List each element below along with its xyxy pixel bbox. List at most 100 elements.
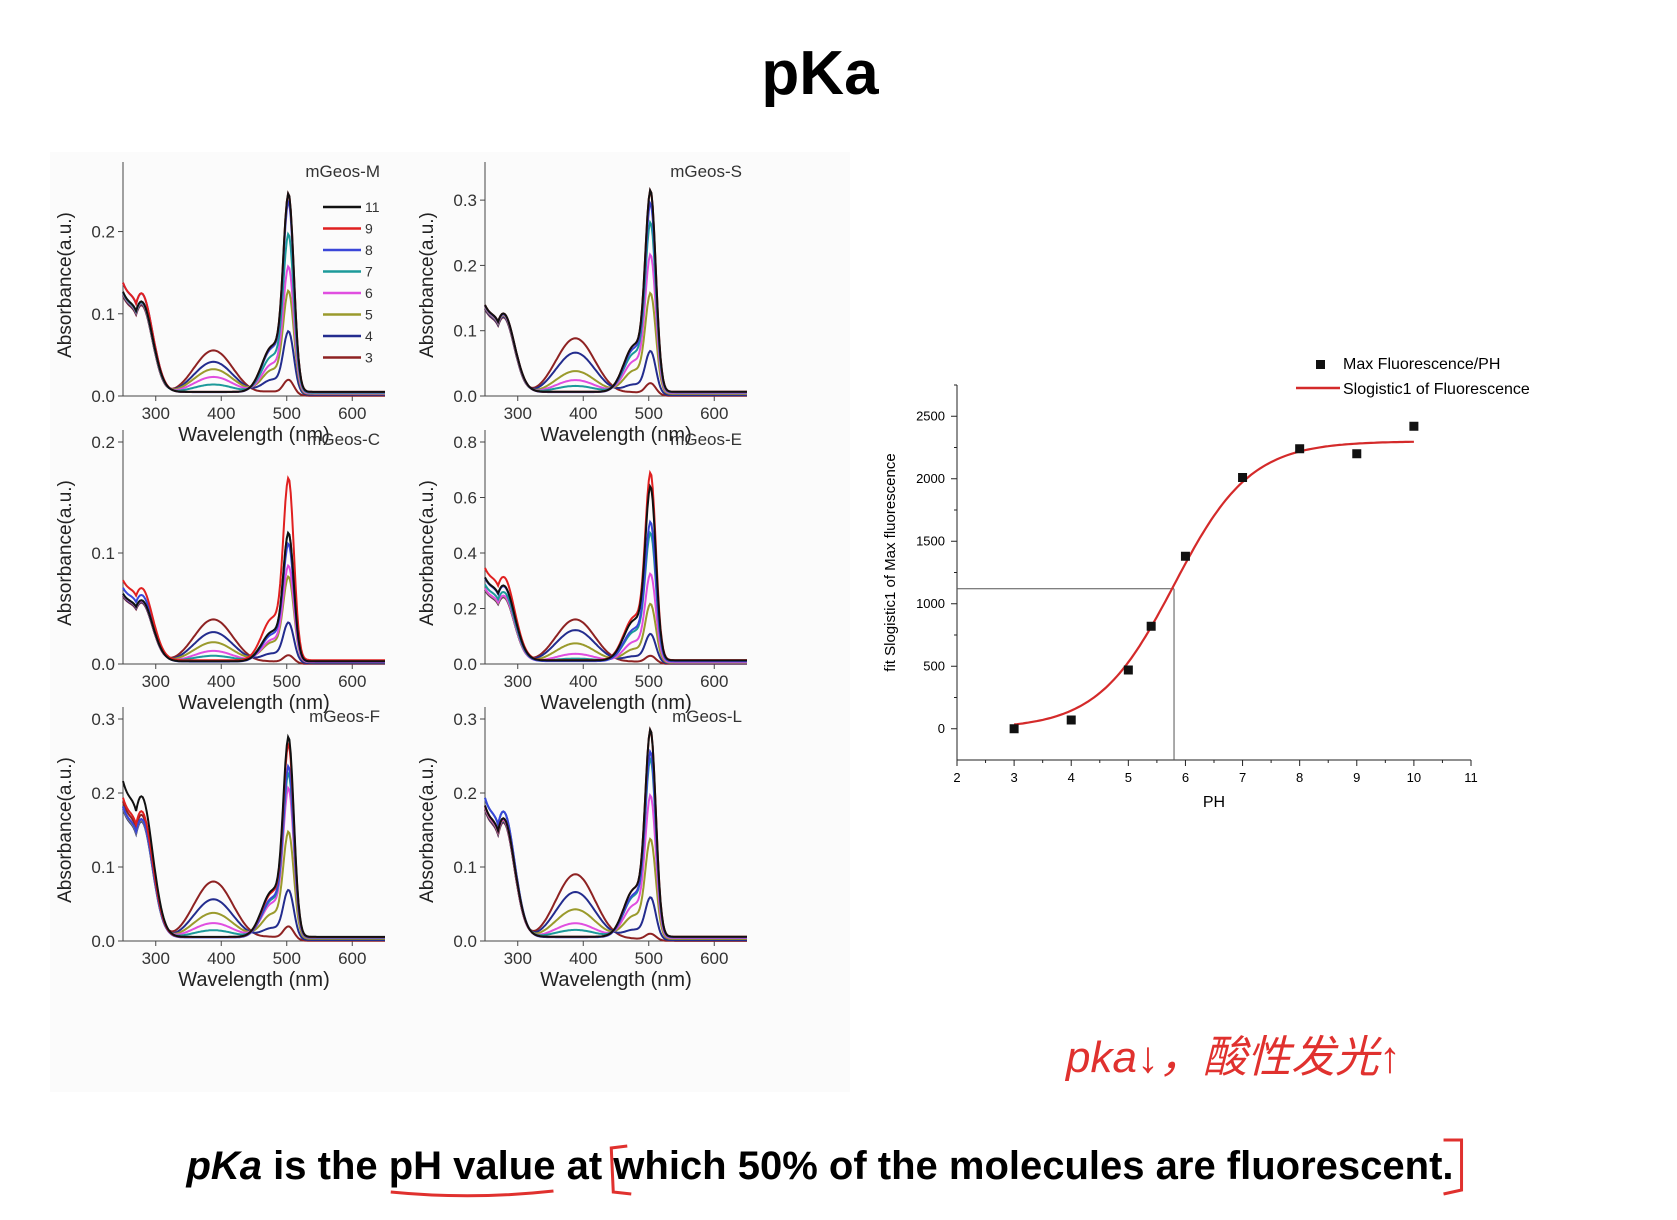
data-point [1146,621,1156,631]
x-tick-label: 500 [273,404,301,423]
y-tick-label: 0.2 [91,433,115,452]
spectrum-ph-8 [122,198,385,394]
fit-x-tick-label: 6 [1182,770,1189,785]
x-tick-label: 600 [700,672,728,691]
spectra-panel-1: 300 400 500 600 0.0 0.1 0.2 Wavelength (nm) Abso… [55,162,385,446]
y-tick-label: 0.8 [453,433,477,452]
legend-label: 4 [365,328,373,344]
spectrum-ph-11 [484,186,747,393]
x-tick-label: 600 [338,404,366,423]
y-tick-label: 0.1 [91,544,115,563]
y-tick-label: 0.2 [91,223,115,242]
y-tick-label: 0.3 [453,191,477,210]
spectrum-ph-11 [484,483,747,662]
fit-x-axis-label: PH [1203,794,1225,811]
y-tick-label: 0.0 [453,387,477,406]
y-tick-label: 0.0 [91,655,115,674]
spectrum-ph-9 [484,726,747,938]
underline-annotation [390,1189,554,1198]
panel-title: mGeos-L [672,707,742,726]
spectrum-ph-11 [484,726,747,938]
fit-y-tick-label: 500 [923,658,945,673]
fit-x-tick-label: 9 [1353,770,1360,785]
spectrum-ph-11 [122,733,385,938]
fit-y-axis-label: fit Slogistic1 of Max fluorescence [882,453,899,671]
panel-title: mGeos-S [670,162,742,181]
spectrum-ph-7 [484,219,747,394]
spectrum-ph-8 [122,541,385,663]
slide-title: pKa [761,39,879,108]
legend-label-fit: Slogistic1 of Fluorescence [1343,381,1530,398]
pka-fit-chart: 2 3 4 5 6 7 8 9 10 11 0 500 1000 1500 2000 2500 PH fit Sl… [882,356,1530,811]
y-axis-label: Absorbance(a.u.) [417,212,438,358]
y-tick-label: 0.2 [453,600,477,619]
fit-x-tick-label: 8 [1296,770,1303,785]
data-point [1009,724,1019,734]
fit-y-tick-label: 2500 [916,408,945,423]
y-tick-label: 0.2 [91,784,115,803]
legend-label: 7 [365,264,373,280]
fit-x-tick-label: 10 [1407,770,1421,785]
x-tick-label: 400 [569,672,597,691]
y-tick-label: 0.1 [453,322,477,341]
data-point [1123,665,1133,675]
x-axis-label: Wavelength (nm) [178,692,330,714]
panel-title: mGeos-F [309,707,380,726]
data-point [1352,449,1362,459]
panel-title: mGeos-E [670,430,742,449]
spectra-figure-panel: 300 400 500 600 0.0 0.1 0.2 Wavelength (nm) Abso… [50,152,850,1092]
legend-label: 3 [365,350,373,366]
fit-y-tick-label: 1000 [916,596,945,611]
spectrum-ph-7 [484,755,747,939]
legend-label: 8 [365,242,373,258]
fit-y-tick-label: 1500 [916,533,945,548]
x-axis-label: Wavelength (nm) [178,424,330,446]
fit-y-tick-label: 0 [938,721,945,736]
panel-title: mGeos-M [305,162,380,181]
legend-label-points: Max Fluorescence/PH [1343,356,1500,373]
caption: pKa is the pH value at which 50% of the … [0,1144,1640,1189]
x-axis-label: Wavelength (nm) [540,424,692,446]
legend-label: 11 [365,199,380,215]
spectra-panel-3: 300 400 500 600 0.0 0.1 0.2 Wavelength (nm) Abso… [55,430,385,714]
fit-x-tick-label: 5 [1125,770,1132,785]
caption-rest: which 50% of the molecules are fluoresce… [613,1144,1454,1188]
data-point [1180,551,1190,561]
y-tick-label: 0.0 [453,932,477,951]
x-tick-label: 400 [207,949,235,968]
spectra-panel-6: 300 400 500 600 0.0 0.1 0.2 0.3 Wavelength (nm) A… [417,707,747,991]
x-tick-label: 500 [635,404,663,423]
y-tick-label: 0.0 [91,387,115,406]
x-tick-label: 400 [207,672,235,691]
fit-x-tick-label: 4 [1068,770,1075,785]
x-axis-label: Wavelength (nm) [540,969,692,991]
fit-y-tick-label: 2000 [916,471,945,486]
fit-x-tick-label: 11 [1464,770,1478,785]
caption-highlight: pH value [388,1144,556,1188]
panel-title: mGeos-C [307,430,380,449]
spectrum-ph-9 [484,469,747,662]
spectrum-ph-9 [122,741,385,938]
data-point [1238,473,1248,482]
x-tick-label: 600 [700,404,728,423]
spectrum-ph-6 [484,252,747,395]
data-point [1295,444,1305,454]
y-axis-label: Absorbance(a.u.) [417,480,438,626]
y-axis-label: Absorbance(a.u.) [55,212,76,358]
x-tick-label: 300 [504,672,532,691]
x-tick-label: 400 [569,404,597,423]
y-tick-label: 0.1 [453,858,477,877]
x-tick-label: 500 [273,949,301,968]
caption-part1: is the [262,1144,389,1188]
x-tick-label: 300 [504,404,532,423]
legend-marker-points [1316,360,1325,369]
spectrum-ph-7 [484,530,747,663]
y-tick-label: 0.0 [91,932,115,951]
fit-x-tick-label: 3 [1010,770,1017,785]
x-axis-label: Wavelength (nm) [178,969,330,991]
handwritten-note: pka↓，酸性发光↑ [1064,1033,1401,1082]
caption-part2: at [555,1144,614,1188]
y-tick-label: 0.1 [91,305,115,324]
legend-label: 9 [365,221,373,237]
y-tick-label: 0.2 [453,256,477,275]
